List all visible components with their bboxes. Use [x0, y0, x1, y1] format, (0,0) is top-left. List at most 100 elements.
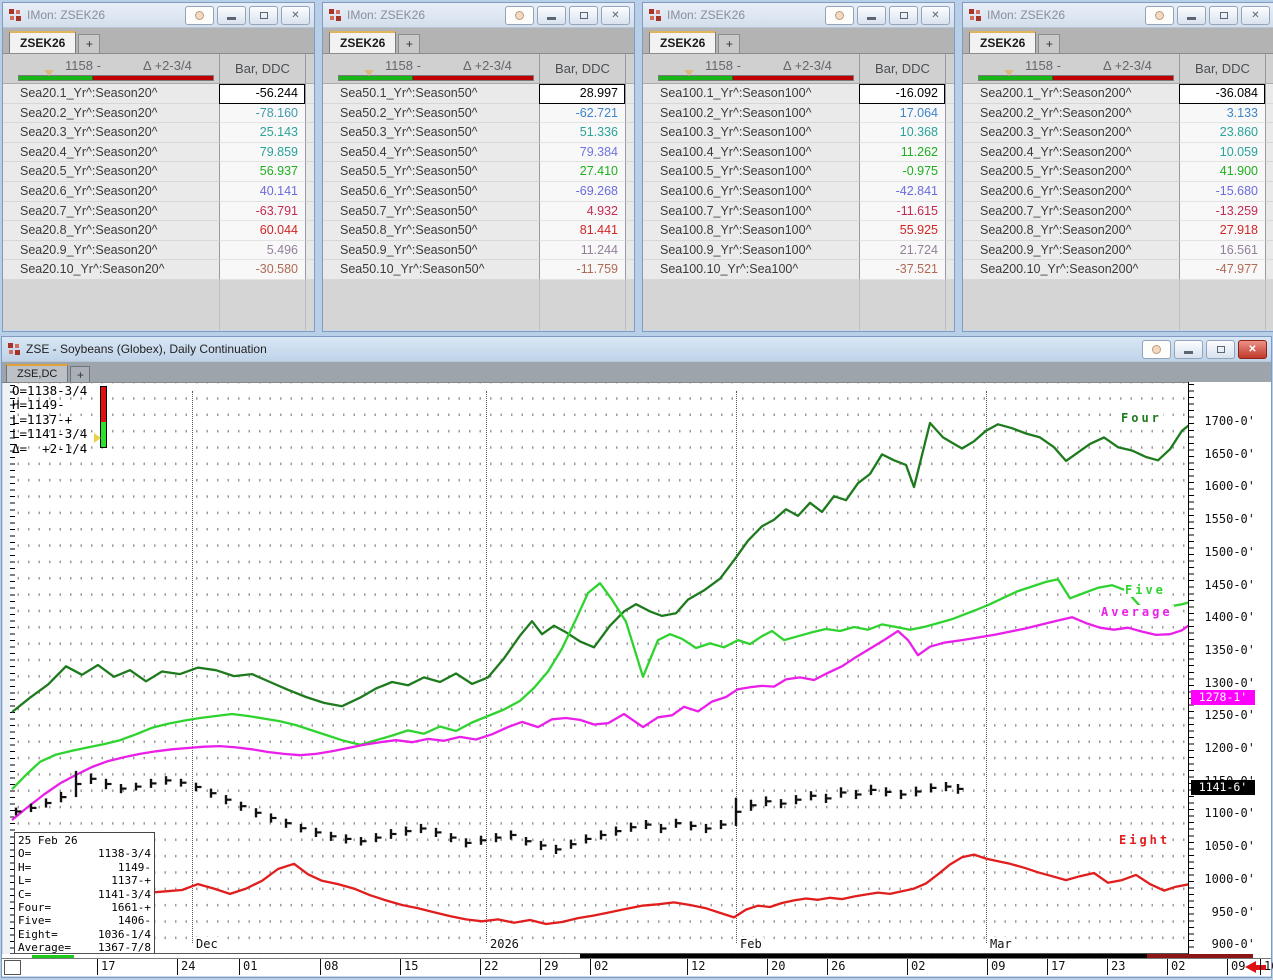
monitor-window-titlebar[interactable]: IMon: ZSEK26 ✕	[3, 3, 314, 28]
table-row[interactable]: Sea20.10_Yr^:Season20^ -30.580	[3, 260, 314, 280]
table-row[interactable]: Sea200.5_Yr^:Season200^ 41.900	[963, 162, 1273, 182]
table-row[interactable]: Sea20.4_Yr^:Season20^ 79.859	[3, 142, 314, 163]
table-row[interactable]: Sea200.6_Yr^:Season200^ -15.680	[963, 181, 1273, 202]
table-row[interactable]: Sea50.7_Yr^:Season50^ 4.932	[323, 201, 634, 222]
row-value[interactable]: 40.141	[219, 181, 305, 202]
table-row[interactable]: Sea100.4_Yr^:Season100^ 11.262	[643, 142, 954, 163]
table-row[interactable]: Sea100.10_Yr^:Sea100^ -37.521	[643, 260, 954, 280]
minimize-button[interactable]	[217, 5, 246, 25]
table-row[interactable]: Sea20.2_Yr^:Season20^ -78.160	[3, 103, 314, 124]
table-row[interactable]: Sea50.6_Yr^:Season50^ -69.268	[323, 181, 634, 202]
row-value[interactable]: 79.384	[539, 142, 625, 163]
row-value[interactable]: -11.759	[539, 260, 625, 280]
row-value[interactable]: 28.997	[539, 84, 625, 104]
row-value[interactable]: -0.975	[859, 162, 945, 182]
tab-zsek26[interactable]: ZSEK26	[969, 31, 1037, 53]
table-row[interactable]: Sea20.5_Yr^:Season20^ 56.937	[3, 162, 314, 182]
row-value[interactable]: 4.932	[539, 201, 625, 222]
monitor-window-titlebar[interactable]: IMon: ZSEK26 ✕	[323, 3, 634, 28]
table-row[interactable]: Sea200.1_Yr^:Season200^ -36.084	[963, 84, 1273, 104]
row-value[interactable]: -47.977	[1179, 260, 1265, 280]
row-value[interactable]: -63.791	[219, 201, 305, 222]
row-value[interactable]: 27.918	[1179, 221, 1265, 241]
table-row[interactable]: Sea50.9_Yr^:Season50^ 11.244	[323, 240, 634, 261]
table-row[interactable]: Sea20.1_Yr^:Season20^ -56.244	[3, 84, 314, 104]
maximize-button[interactable]	[1209, 5, 1238, 25]
table-row[interactable]: Sea20.7_Yr^:Season20^ -63.791	[3, 201, 314, 222]
add-tab-button[interactable]: +	[78, 34, 101, 53]
close-button[interactable]: ✕	[1238, 339, 1267, 359]
minimize-button[interactable]	[1174, 339, 1203, 359]
row-value[interactable]: 10.368	[859, 123, 945, 143]
chart-window-titlebar[interactable]: ZSE - Soybeans (Globex), Daily Continuat…	[2, 337, 1271, 362]
row-value[interactable]: 56.937	[219, 162, 305, 182]
table-row[interactable]: Sea100.5_Yr^:Season100^ -0.975	[643, 162, 954, 182]
row-value[interactable]: 16.561	[1179, 240, 1265, 261]
table-row[interactable]: Sea200.4_Yr^:Season200^ 10.059	[963, 142, 1273, 163]
column-header-bar-ddc[interactable]: Bar, DDC	[859, 54, 945, 83]
table-row[interactable]: Sea100.6_Yr^:Season100^ -42.841	[643, 181, 954, 202]
row-value[interactable]: 81.441	[539, 221, 625, 241]
row-value[interactable]: -78.160	[219, 103, 305, 124]
row-value[interactable]: 10.059	[1179, 142, 1265, 163]
row-value[interactable]: 17.064	[859, 103, 945, 124]
table-row[interactable]: Sea50.10_Yr^:Season50^ -11.759	[323, 260, 634, 280]
table-row[interactable]: Sea20.6_Yr^:Season20^ 40.141	[3, 181, 314, 202]
table-row[interactable]: Sea100.9_Yr^:Season100^ 21.724	[643, 240, 954, 261]
pin-button[interactable]	[825, 5, 854, 25]
tab-zsek26[interactable]: ZSEK26	[649, 31, 717, 53]
row-value[interactable]: 79.859	[219, 142, 305, 163]
row-value[interactable]: 25.143	[219, 123, 305, 143]
minimize-button[interactable]	[1177, 5, 1206, 25]
column-header-bar-ddc[interactable]: Bar, DDC	[539, 54, 625, 83]
row-value[interactable]: -62.721	[539, 103, 625, 124]
table-row[interactable]: Sea200.2_Yr^:Season200^ 3.133	[963, 103, 1273, 124]
table-row[interactable]: Sea50.2_Yr^:Season50^ -62.721	[323, 103, 634, 124]
tab-zsek26[interactable]: ZSEK26	[9, 31, 77, 53]
chart-plot-area[interactable]: O=1138-3/4 H=1149- L=1137-+ L=1141-3/4 Δ…	[10, 382, 1188, 954]
table-row[interactable]: Sea20.8_Yr^:Season20^ 60.044	[3, 221, 314, 241]
row-value[interactable]: 5.496	[219, 240, 305, 261]
row-value[interactable]: -16.092	[859, 84, 945, 104]
close-button[interactable]: ✕	[281, 5, 310, 25]
tab-zsek26[interactable]: ZSEK26	[329, 31, 397, 53]
table-row[interactable]: Sea200.10_Yr^:Season200^ -47.977	[963, 260, 1273, 280]
add-tab-button[interactable]: +	[398, 34, 421, 53]
row-value[interactable]: -42.841	[859, 181, 945, 202]
row-value[interactable]: 11.244	[539, 240, 625, 261]
table-row[interactable]: Sea200.9_Yr^:Season200^ 16.561	[963, 240, 1273, 261]
table-row[interactable]: Sea50.3_Yr^:Season50^ 51.336	[323, 123, 634, 143]
table-row[interactable]: Sea50.5_Yr^:Season50^ 27.410	[323, 162, 634, 182]
close-button[interactable]: ✕	[1241, 5, 1270, 25]
row-value[interactable]: 27.410	[539, 162, 625, 182]
minimize-button[interactable]	[537, 5, 566, 25]
row-value[interactable]: -15.680	[1179, 181, 1265, 202]
scrollbar-thumb[interactable]	[4, 960, 21, 975]
date-axis[interactable]: 17 24 01 08 15 22 29 02 12 20 26 02 09 17 23 02 09 16	[2, 955, 1273, 976]
row-value[interactable]: 51.336	[539, 123, 625, 143]
add-tab-button[interactable]: +	[1038, 34, 1061, 53]
monitor-window-titlebar[interactable]: IMon: ZSEK26 ✕	[963, 3, 1273, 28]
row-value[interactable]: -11.615	[859, 201, 945, 222]
row-value[interactable]: -56.244	[219, 84, 305, 104]
monitor-window-titlebar[interactable]: IMon: ZSEK26 ✕	[643, 3, 954, 28]
table-row[interactable]: Sea200.3_Yr^:Season200^ 23.860	[963, 123, 1273, 143]
column-header-bar-ddc[interactable]: Bar, DDC	[219, 54, 305, 83]
row-value[interactable]: -37.521	[859, 260, 945, 280]
row-value[interactable]: 11.262	[859, 142, 945, 163]
row-value[interactable]: -30.580	[219, 260, 305, 280]
row-value[interactable]: 41.900	[1179, 162, 1265, 182]
row-value[interactable]: -13.259	[1179, 201, 1265, 222]
column-header-bar-ddc[interactable]: Bar, DDC	[1179, 54, 1265, 83]
table-row[interactable]: Sea50.4_Yr^:Season50^ 79.384	[323, 142, 634, 163]
tab-zse-dc[interactable]: ZSE,DC	[6, 364, 69, 382]
close-button[interactable]: ✕	[921, 5, 950, 25]
row-value[interactable]: 55.925	[859, 221, 945, 241]
table-row[interactable]: Sea100.7_Yr^:Season100^ -11.615	[643, 201, 954, 222]
row-value[interactable]: 60.044	[219, 221, 305, 241]
row-value[interactable]: 3.133	[1179, 103, 1265, 124]
row-value[interactable]: 23.860	[1179, 123, 1265, 143]
close-button[interactable]: ✕	[601, 5, 630, 25]
table-row[interactable]: Sea100.2_Yr^:Season100^ 17.064	[643, 103, 954, 124]
table-row[interactable]: Sea50.1_Yr^:Season50^ 28.997	[323, 84, 634, 104]
